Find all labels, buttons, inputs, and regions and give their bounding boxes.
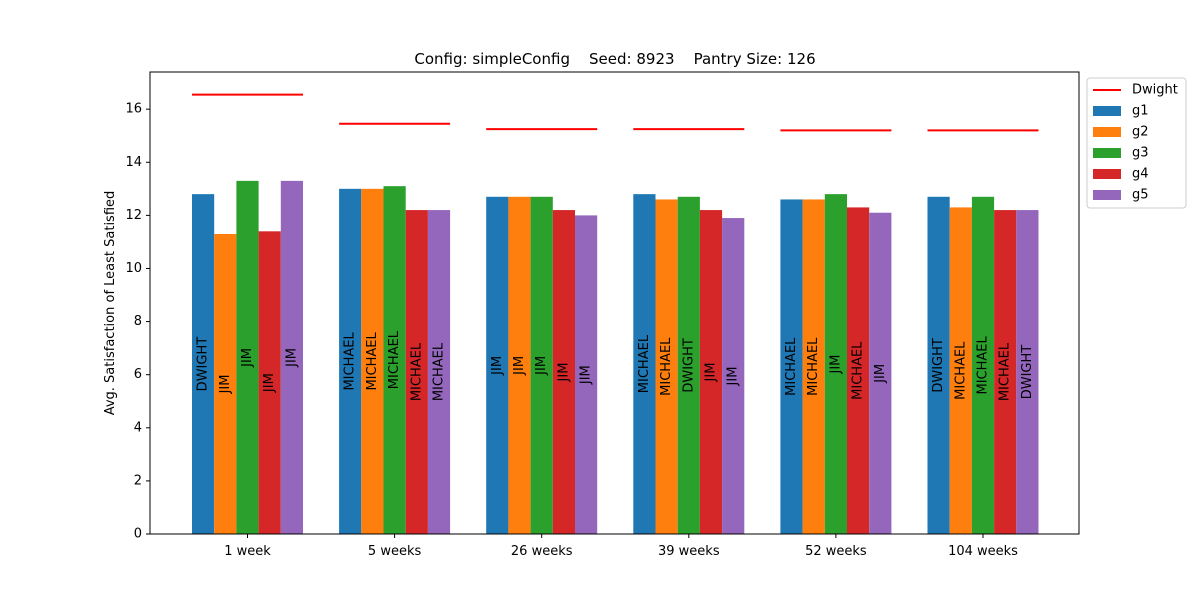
bar-g5-2 [575,215,598,534]
bar-g2-3 [655,199,678,534]
bar-g2-0 [214,233,237,534]
x-tick-label: 39 weeks [658,544,720,559]
bar-label: JIM [534,356,549,376]
bar-g4-4 [847,207,870,534]
y-tick-label: 6 [134,367,142,382]
bar-label: JIM [556,363,571,383]
bar-label: DWIGHT [1020,345,1035,400]
bar-g1-4 [780,199,803,534]
x-tick-label: 26 weeks [511,544,573,559]
legend-label: g5 [1132,188,1149,203]
y-tick-label: 10 [125,261,142,276]
bar-g1-1 [339,188,362,535]
x-tick-label: 5 weeks [368,544,422,559]
bar-labels-layer: DWIGHT MICHAEL JIM MICHAEL MICHAEL DWIGHT JIM M… [196,330,1035,401]
bar-g1-0 [192,194,215,534]
legend-label: g4 [1132,167,1149,182]
bar-g3-4 [824,194,847,534]
bar-label: DWIGHT [681,338,696,393]
bar-label: JIM [218,375,233,395]
plot-frame [149,71,1080,535]
x-tick-label: 104 weeks [948,544,1018,559]
bar-g2-1 [361,188,384,535]
y-tick-label: 16 [125,102,142,117]
y-tick-label: 12 [125,208,142,223]
bar-label: MICHAEL [659,337,674,396]
y-axis-label: Avg. Satisfaction of Least Satisfied [103,191,118,416]
bar-g5-0 [280,180,303,535]
bar-label: DWIGHT [931,338,946,393]
x-tick-label: 1 week [224,544,271,559]
bar-label: MICHAEL [998,342,1013,401]
y-tick-label: 14 [125,155,142,170]
bar-g3-2 [530,196,553,535]
bar-label: MICHAEL [806,337,821,396]
bar-g3-1 [383,186,406,534]
y-tick-label: 8 [134,314,142,329]
legend-swatch-g1 [1093,106,1121,116]
legend-swatch-g3 [1093,148,1121,158]
bar-label: MICHAEL [343,332,358,391]
bar-label: JIM [284,348,299,368]
bar-label: JIM [262,373,277,393]
bar-label: JIM [726,367,741,387]
legend-swatch-g4 [1093,169,1121,179]
y-tick-label: 2 [134,473,142,488]
bar-label: JIM [828,355,843,375]
bar-g4-0 [258,231,281,534]
bar-g4-5 [994,210,1017,534]
y-axis: 0 2 4 6 8 10 12 14 16 [125,102,150,542]
y-tick-label: 4 [134,420,142,435]
bar-label: MICHAEL [784,337,799,396]
bar-label: JIM [240,348,255,368]
bar-g5-4 [869,212,892,535]
bar-label: JIM [512,356,527,376]
bar-label: MICHAEL [409,342,424,401]
bar-g3-3 [677,196,700,535]
x-axis: 1 week 5 weeks 26 weeks 39 weeks 52 weeks 104… [224,534,1018,559]
bar-label: MICHAEL [387,330,402,389]
x-tick-label: 52 weeks [805,544,867,559]
bar-label: DWIGHT [196,337,211,392]
bar-label: MICHAEL [976,336,991,395]
bar-g1-3 [633,194,656,534]
legend-label: Dwight [1132,83,1178,98]
bar-label: JIM [873,364,888,384]
legend-label: g3 [1132,146,1149,161]
bar-g2-4 [802,199,825,534]
bar-label: MICHAEL [365,332,380,391]
bar-label: JIM [704,363,719,383]
y-tick-label: 0 [134,527,142,542]
bar-g3-0 [236,180,259,535]
bar-label: JIM [490,356,505,376]
chart-title: Config: simpleConfig Seed: 8923 Pantry S… [414,50,815,68]
bar-g5-3 [722,218,745,534]
bar-label: MICHAEL [953,341,968,400]
bar-label: MICHAEL [432,342,447,401]
legend-label: g2 [1132,125,1149,140]
bars-layer [192,180,1039,535]
legend: Dwight g1 g2 g3 g4 g5 [1086,77,1187,209]
legend-swatch-g2 [1093,127,1121,137]
bar-g4-2 [552,210,575,534]
bar-g4-3 [699,210,723,534]
bar-g3-5 [971,196,995,535]
bar-g5-1 [427,210,451,534]
bar-g5-5 [1016,210,1039,534]
legend-swatch-g5 [1093,190,1121,200]
bar-g1-5 [927,196,950,535]
bar-label: MICHAEL [851,341,866,400]
reference-lines-layer [192,93,1039,132]
bar-g4-1 [405,210,428,534]
bar-g2-2 [508,196,531,535]
bar-g1-2 [486,196,509,535]
bar-label: MICHAEL [637,334,652,393]
bar-label: JIM [579,365,594,385]
legend-label: g1 [1132,104,1149,119]
bar-g2-5 [949,207,972,534]
